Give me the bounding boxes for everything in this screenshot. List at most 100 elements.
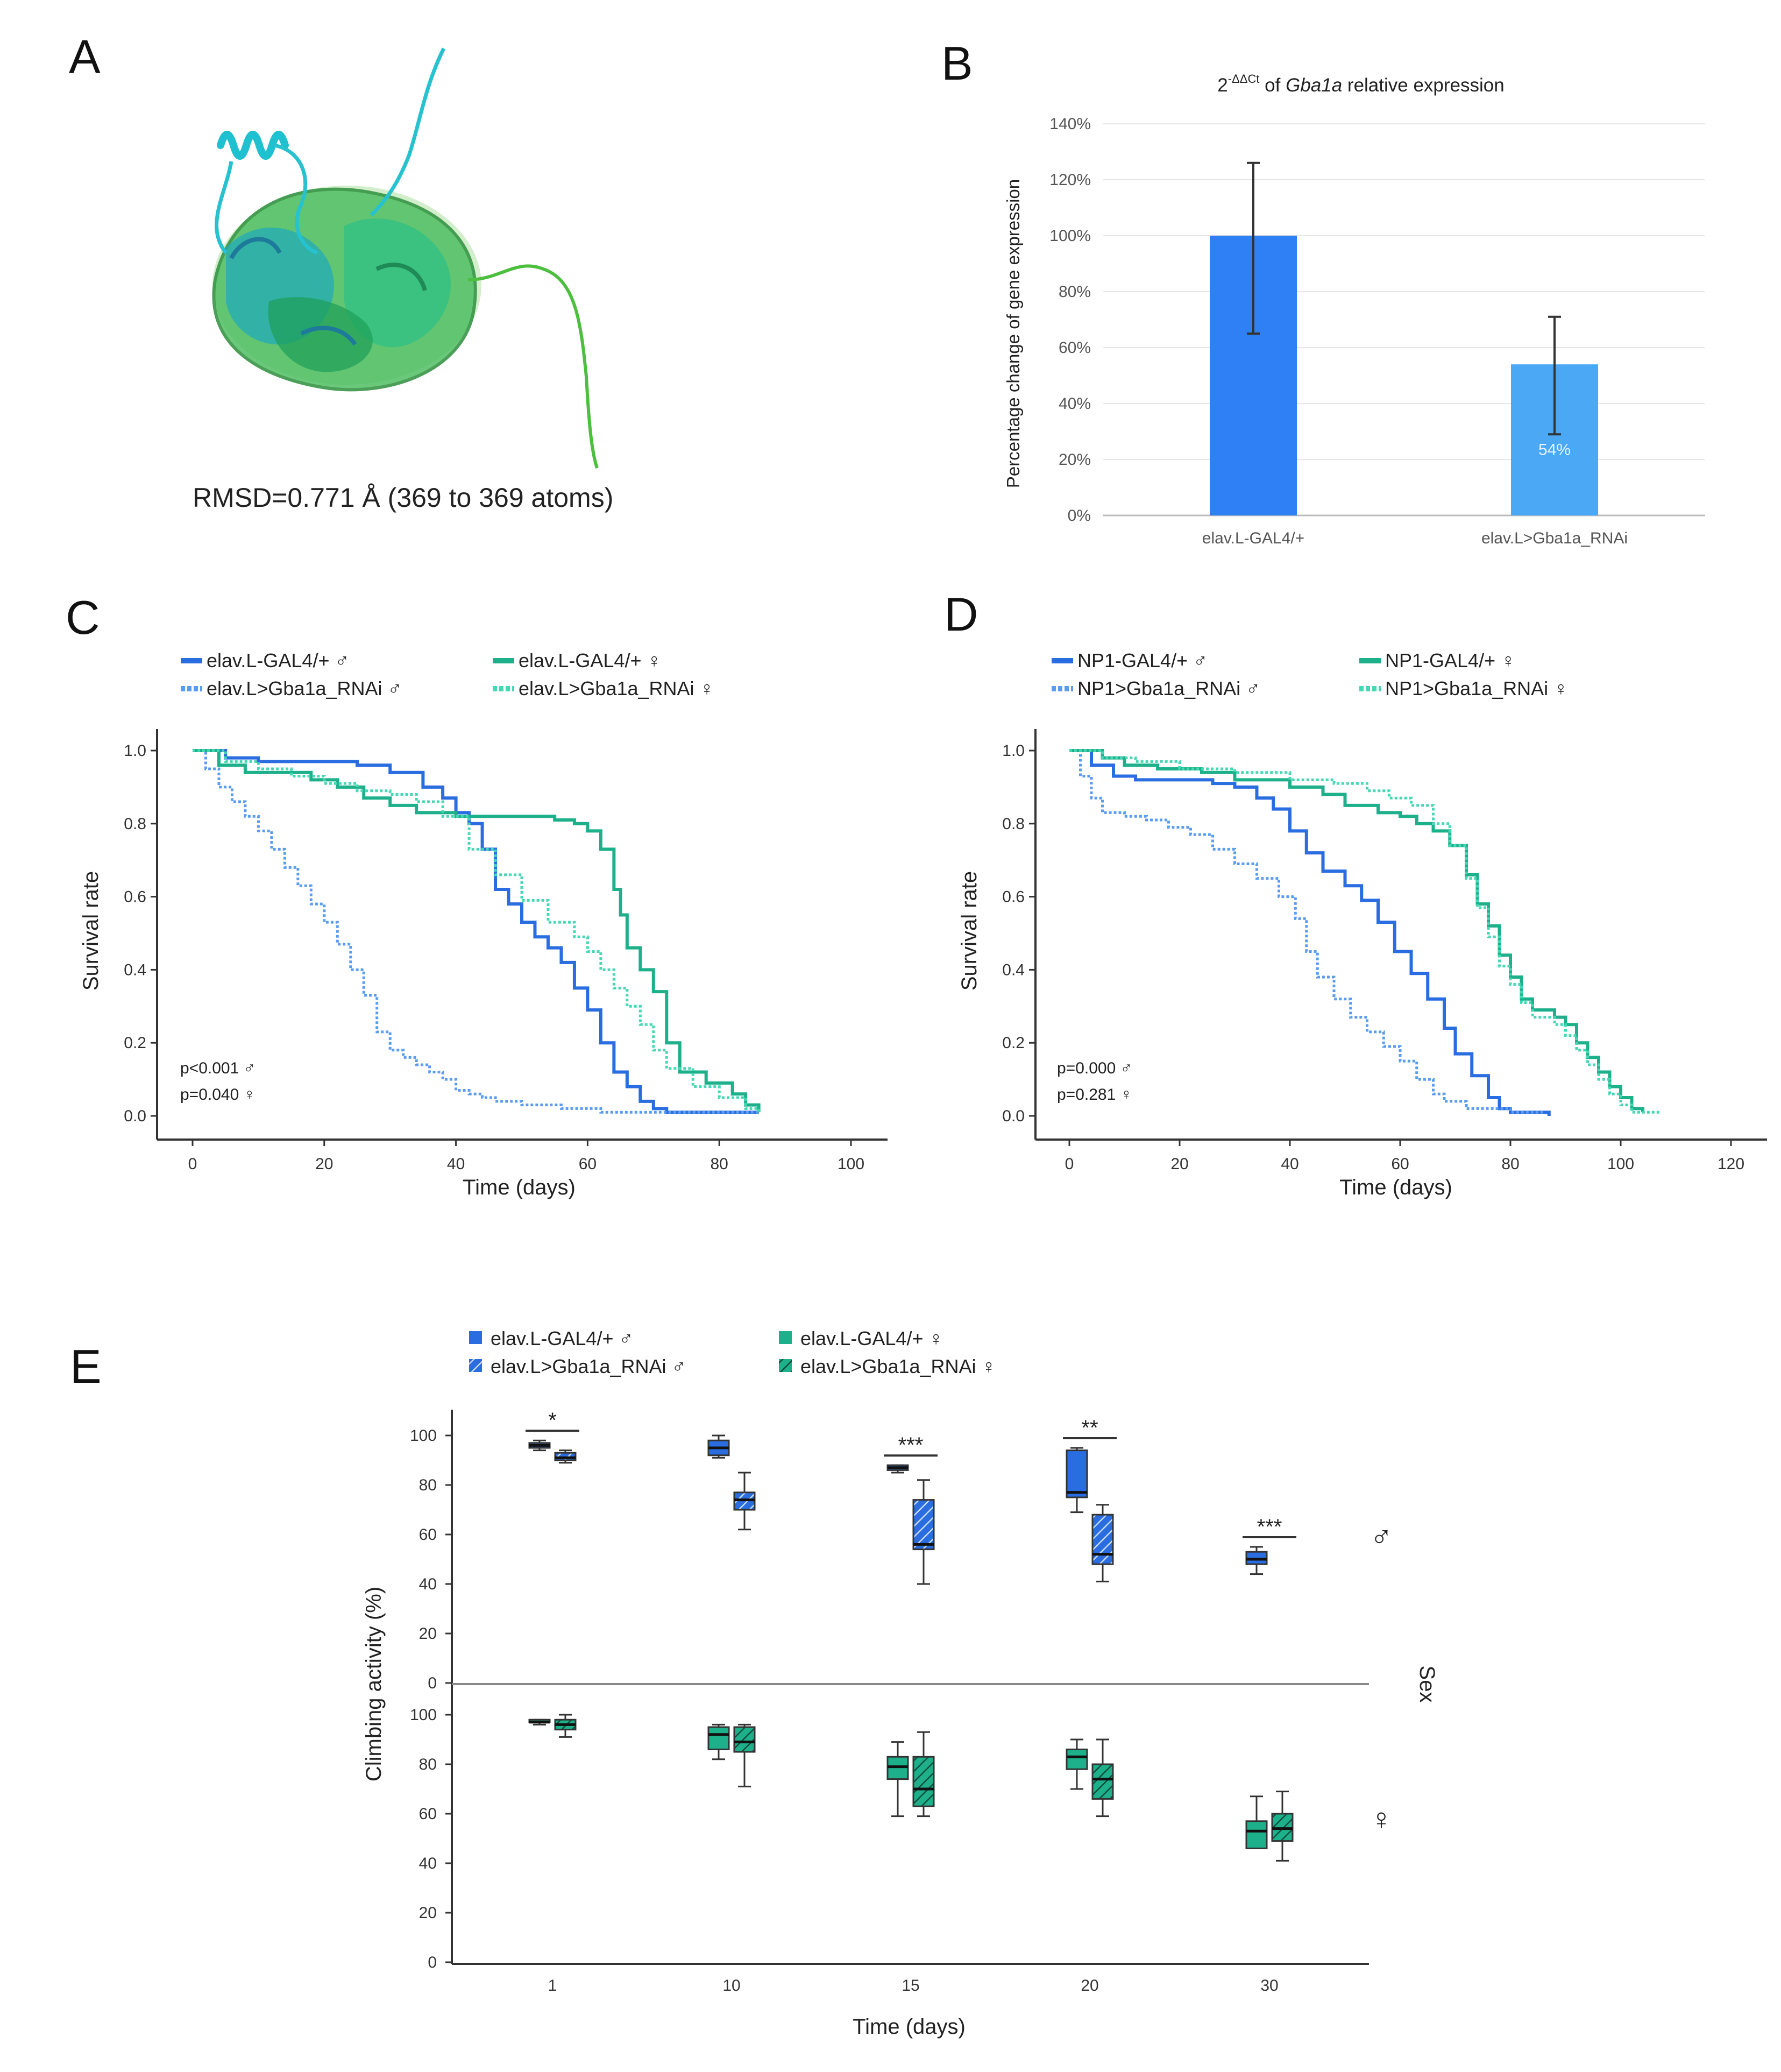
x-tick-label: 60: [579, 1155, 597, 1173]
x-axis-label: Time (days): [1339, 1176, 1452, 1199]
y-tick-label: 20: [419, 1625, 437, 1643]
box-plot: [528, 1719, 551, 1726]
y-tick-label: 0: [428, 1674, 437, 1692]
y-tick-label: 0: [428, 1954, 437, 1971]
y-tick-label: 40: [419, 1855, 437, 1872]
y-tick-label: 60: [419, 1526, 437, 1544]
y-tick-label: 100: [410, 1427, 437, 1445]
x-tick-label: 80: [711, 1155, 728, 1173]
y-tick-label: 0.2: [124, 1034, 146, 1052]
y-axis-label: Survival rate: [957, 871, 981, 991]
legend-label: elav.L>Gba1a_RNAi ♂: [207, 677, 402, 699]
box-plot: [528, 1439, 551, 1452]
legend-label: elav.L>Gba1a_RNAi ♀: [519, 677, 714, 699]
x-tick-label: 120: [1718, 1155, 1744, 1173]
legend-label: NP1-GAL4/+ ♂: [1077, 649, 1208, 671]
facet-axis-label: Sex: [1415, 1666, 1439, 1703]
panel-label-e: E: [70, 1340, 102, 1393]
panel-label-a: A: [69, 30, 101, 83]
y-tick-label: 0.2: [1002, 1034, 1025, 1052]
panel-e-box-chart: elav.L-GAL4/+ ♂ elav.L>Gba1a_RNAi ♂ elav.L…: [362, 1327, 1439, 2039]
panel-label-c: C: [66, 591, 100, 644]
survival-curve: [193, 749, 761, 1113]
legend-swatch: [469, 1331, 482, 1344]
x-axis-label: Time (days): [853, 2015, 966, 2039]
legend-swatch: [779, 1331, 792, 1344]
c-terminal-tail: [467, 264, 599, 469]
panel-d-survival-chart: NP1-GAL4/+ ♂ NP1>Gba1a_RNAi ♂ NP1-GAL4/+ ♀…: [957, 649, 1767, 1199]
chart-title-suffix: relative expression: [1342, 75, 1505, 96]
survival-curve: [1069, 749, 1644, 1113]
box-plot: [912, 1479, 935, 1585]
legend-label: elav.L-GAL4/+ ♂: [491, 1327, 633, 1349]
y-tick-label: 140%: [1049, 115, 1091, 133]
x-tick-label: 0: [1065, 1155, 1074, 1173]
chart-title-of: of: [1259, 75, 1286, 96]
y-tick-label: 80: [419, 1756, 437, 1773]
significance-label: *: [548, 1409, 557, 1432]
box-iqr: [733, 1726, 756, 1753]
box-iqr: [1091, 1763, 1114, 1800]
y-tick-label: 40%: [1059, 395, 1091, 413]
legend-label: NP1>Gba1a_RNAi ♂: [1077, 677, 1260, 699]
box-plot: [1245, 1546, 1268, 1575]
box-plot: [912, 1731, 935, 1818]
y-tick-label: 100%: [1049, 227, 1091, 245]
p-value-female: p=0.040 ♀: [180, 1086, 256, 1104]
y-tick-label: 1.0: [1002, 742, 1025, 760]
x-tick-label: 1: [548, 1977, 557, 1995]
y-tick-label: 100: [410, 1706, 437, 1724]
box-plot: [1066, 1738, 1088, 1790]
legend-label: elav.L-GAL4/+ ♂: [207, 649, 349, 671]
x-tick-label: 15: [902, 1977, 919, 1995]
box-plot: [1271, 1791, 1294, 1862]
y-tick-label: 20%: [1059, 451, 1091, 469]
box-plot: [1245, 1795, 1268, 1849]
y-tick-label: 20: [419, 1904, 437, 1922]
y-tick-label: 0.4: [1002, 961, 1025, 979]
box-iqr: [1066, 1449, 1088, 1498]
y-axis-label: Survival rate: [79, 871, 103, 991]
y-tick-label: 0.6: [124, 888, 146, 906]
x-tick-label: 80: [1501, 1155, 1519, 1173]
survival-curve: [1069, 749, 1544, 1114]
legend-swatch: [469, 1359, 482, 1372]
chart-title-prefix: 2: [1217, 75, 1227, 96]
y-tick-label: 40: [419, 1575, 437, 1593]
helix-ribbon: [217, 131, 289, 160]
box-iqr: [1091, 1514, 1114, 1565]
box-plot: [707, 1434, 730, 1459]
x-tick-label: 40: [1281, 1155, 1299, 1173]
chart-title-super: -ΔΔCt: [1228, 72, 1260, 86]
y-tick-label: 60%: [1059, 339, 1091, 357]
bar-data-label: 54%: [1538, 441, 1571, 459]
x-tick-label: elav.L-GAL4/+: [1202, 529, 1304, 547]
x-tick-label: 100: [1607, 1155, 1634, 1173]
significance-label: ***: [1257, 1515, 1282, 1539]
panel-b-bar-chart: 2-ΔΔCt of Gba1a relative expression 0% 20…: [1003, 72, 1705, 547]
n-terminal-tail: [370, 47, 446, 217]
x-tick-label: 0: [188, 1155, 197, 1173]
box-iqr: [912, 1499, 935, 1551]
box-plot: [1091, 1504, 1114, 1582]
x-tick-label: 100: [838, 1155, 864, 1173]
y-tick-label: 0.8: [124, 815, 146, 833]
panel-label-b: B: [941, 37, 973, 90]
y-tick-label: 1.0: [124, 742, 146, 760]
y-tick-label: 0.0: [1002, 1107, 1025, 1125]
box-plot: [733, 1472, 756, 1531]
box-plot: [1091, 1738, 1114, 1818]
chart-title: 2-ΔΔCt of Gba1a relative expression: [1217, 72, 1504, 96]
box-plot: [733, 1723, 756, 1787]
x-tick-label: 30: [1260, 1977, 1278, 1995]
legend-label: NP1>Gba1a_RNAi ♀: [1385, 677, 1568, 699]
x-axis-label: Time (days): [463, 1176, 576, 1199]
legend-label: elav.L-GAL4/+ ♀: [800, 1327, 943, 1349]
box-plot: [554, 1714, 577, 1738]
chart-title-gene: Gba1a: [1286, 75, 1342, 96]
rmsd-caption: RMSD=0.771 Å (369 to 369 atoms): [193, 483, 613, 513]
significance-label: **: [1081, 1416, 1098, 1440]
p-value-female: p=0.281 ♀: [1057, 1086, 1132, 1104]
box-iqr: [912, 1756, 935, 1807]
